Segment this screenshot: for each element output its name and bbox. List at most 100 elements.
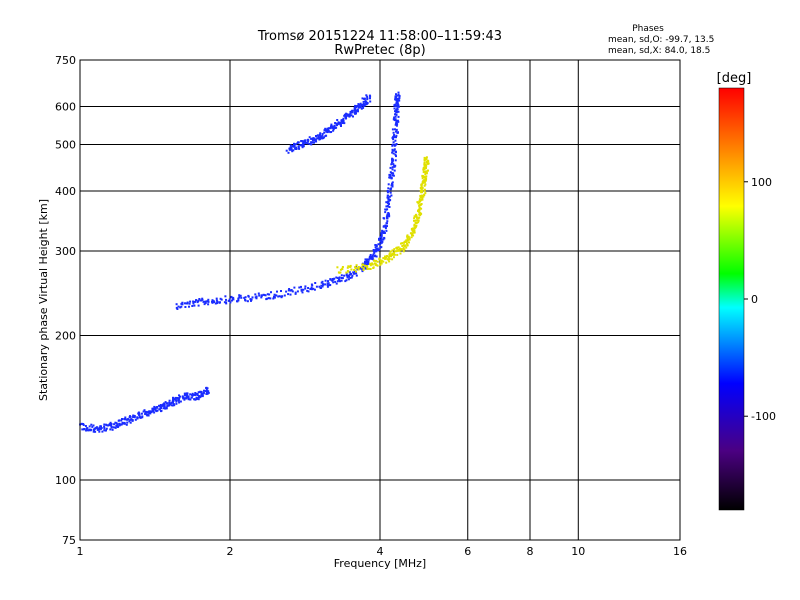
data-point	[326, 285, 329, 288]
data-point	[154, 409, 157, 412]
y-tick-label: 750	[55, 54, 76, 67]
data-point	[115, 422, 118, 425]
data-point	[339, 123, 342, 126]
colorbar	[718, 87, 745, 511]
chart-subtitle: RwPretec (8p)	[334, 43, 425, 58]
data-point	[329, 278, 332, 281]
data-point	[411, 233, 413, 236]
data-point	[326, 284, 329, 286]
data-point	[288, 288, 291, 290]
data-point	[153, 405, 156, 408]
data-point	[323, 129, 326, 132]
data-point	[304, 285, 307, 288]
data-point	[361, 264, 364, 267]
data-point	[229, 301, 232, 304]
data-point	[386, 217, 389, 220]
plot-frame	[79, 59, 681, 541]
data-point	[145, 410, 148, 413]
data-point	[418, 216, 421, 219]
data-point	[181, 395, 184, 398]
data-point	[374, 262, 377, 265]
data-point	[85, 427, 88, 430]
data-point	[303, 141, 306, 144]
data-point	[355, 264, 358, 267]
data-point	[121, 418, 123, 420]
data-point	[126, 421, 129, 424]
data-point	[159, 404, 162, 406]
data-point	[393, 104, 396, 107]
data-point	[358, 104, 361, 106]
phase-stats-x: mean, sd,X: 84.0, 18.5	[608, 46, 710, 56]
data-point	[172, 403, 175, 405]
data-point	[212, 300, 215, 303]
data-point	[319, 135, 322, 138]
data-point	[383, 237, 386, 240]
data-point	[388, 255, 391, 257]
data-point	[421, 198, 424, 201]
data-point	[362, 100, 365, 103]
data-point	[101, 430, 104, 433]
data-point	[423, 158, 426, 161]
x-tick-label: 1	[77, 545, 84, 558]
data-point	[339, 280, 341, 283]
data-point	[297, 146, 300, 149]
data-point	[251, 296, 254, 299]
data-point	[201, 297, 204, 300]
data-point	[172, 396, 174, 399]
data-point	[203, 389, 205, 392]
data-point	[207, 298, 210, 301]
data-point	[401, 245, 404, 247]
data-point	[424, 176, 427, 179]
data-point	[391, 249, 394, 252]
data-point	[105, 423, 108, 426]
data-point	[369, 97, 371, 100]
data-point	[216, 300, 219, 303]
data-point	[396, 246, 399, 249]
x-tick-label: 4	[377, 545, 384, 558]
data-point	[426, 162, 429, 165]
data-point	[322, 283, 325, 286]
x-tick-label: 16	[673, 545, 687, 558]
data-point	[391, 128, 394, 131]
data-point	[422, 195, 425, 198]
data-point	[129, 421, 132, 424]
data-point	[164, 401, 167, 404]
data-point	[186, 396, 189, 398]
data-point	[329, 284, 332, 286]
data-point	[395, 111, 398, 114]
data-point	[93, 428, 96, 430]
data-point	[306, 289, 309, 292]
data-point	[255, 297, 258, 300]
data-point	[300, 285, 302, 288]
data-point	[340, 119, 343, 122]
data-point	[183, 392, 186, 395]
data-point	[379, 243, 382, 246]
data-point	[391, 254, 394, 257]
data-point	[393, 116, 396, 119]
data-point	[110, 426, 113, 429]
data-point	[290, 148, 293, 151]
data-point	[395, 124, 398, 127]
data-point	[310, 288, 313, 291]
data-point	[385, 255, 388, 257]
data-point	[141, 416, 144, 419]
data-point	[418, 198, 421, 201]
data-point	[110, 423, 113, 425]
data-point	[400, 248, 403, 251]
data-point	[116, 423, 119, 426]
data-point	[363, 97, 366, 100]
data-point	[395, 143, 398, 145]
data-point	[397, 97, 400, 100]
data-point	[355, 270, 357, 273]
data-point	[362, 267, 365, 270]
data-point	[398, 249, 401, 252]
data-point	[325, 130, 328, 133]
phase-stats-o: mean, sd,O: -99.7, 13.5	[608, 35, 714, 45]
data-point	[394, 103, 397, 106]
data-point	[387, 256, 390, 259]
data-point	[391, 185, 394, 188]
data-point	[163, 403, 166, 406]
data-point	[395, 109, 398, 112]
data-points	[79, 91, 430, 433]
data-point	[348, 275, 350, 278]
